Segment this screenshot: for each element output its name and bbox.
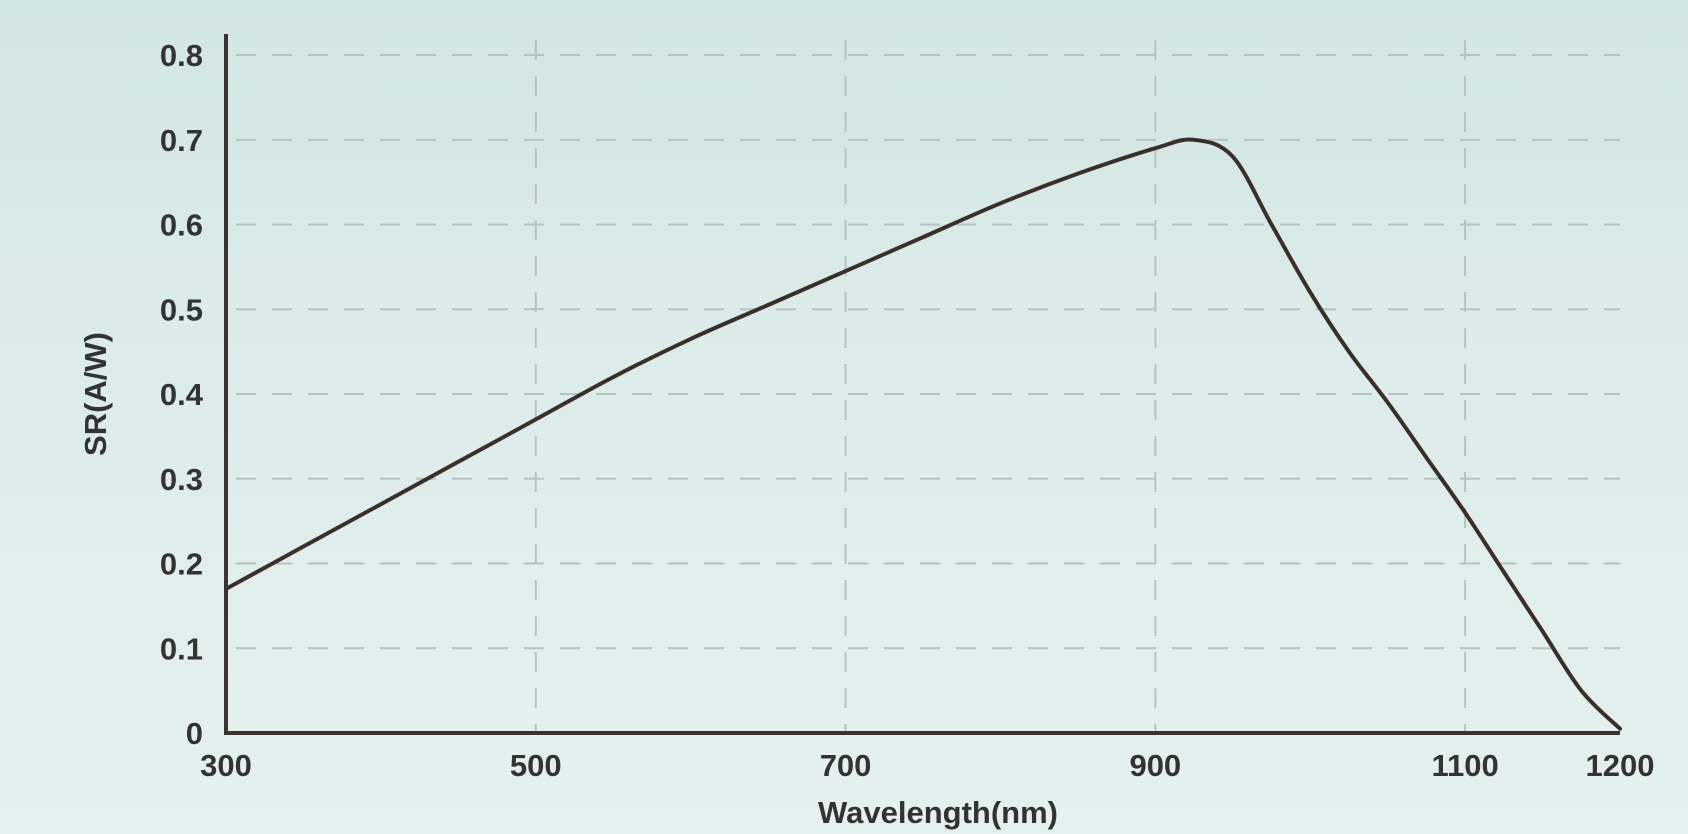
grid-layer <box>236 40 1620 733</box>
series-layer <box>224 137 1622 731</box>
y-tick-label-7: 0.7 <box>160 123 203 158</box>
y-tick-label-8: 0.8 <box>160 38 203 73</box>
y-tick-label-1: 0.1 <box>160 631 203 666</box>
x-tick-label-2: 700 <box>820 748 872 783</box>
y-axis-title: SR(A/W) <box>78 332 113 456</box>
x-tick-label-4: 1100 <box>1431 748 1498 783</box>
y-tick-label-6: 0.6 <box>160 208 203 243</box>
y-tick-label-4: 0.4 <box>160 377 204 412</box>
x-tick-label-1: 500 <box>510 748 562 783</box>
y-tick-label-3: 0.3 <box>160 462 203 497</box>
tick-layer: 0 0.1 0.2 0.3 0.4 0.5 0.6 0.7 0.8 300 500 700 900 110… <box>160 38 1655 783</box>
axis-layer <box>224 34 1620 735</box>
x-axis-title: Wavelength(nm) <box>818 795 1058 830</box>
y-tick-label-2: 0.2 <box>160 547 203 582</box>
x-tick-label-0: 300 <box>200 748 252 783</box>
y-tick-label-5: 0.5 <box>160 292 203 327</box>
x-tick-label-3: 900 <box>1129 748 1181 783</box>
y-tick-label-0: 0 <box>186 716 203 751</box>
series-line-0 <box>224 137 1622 731</box>
x-tick-label-5: 1200 <box>1586 748 1655 783</box>
